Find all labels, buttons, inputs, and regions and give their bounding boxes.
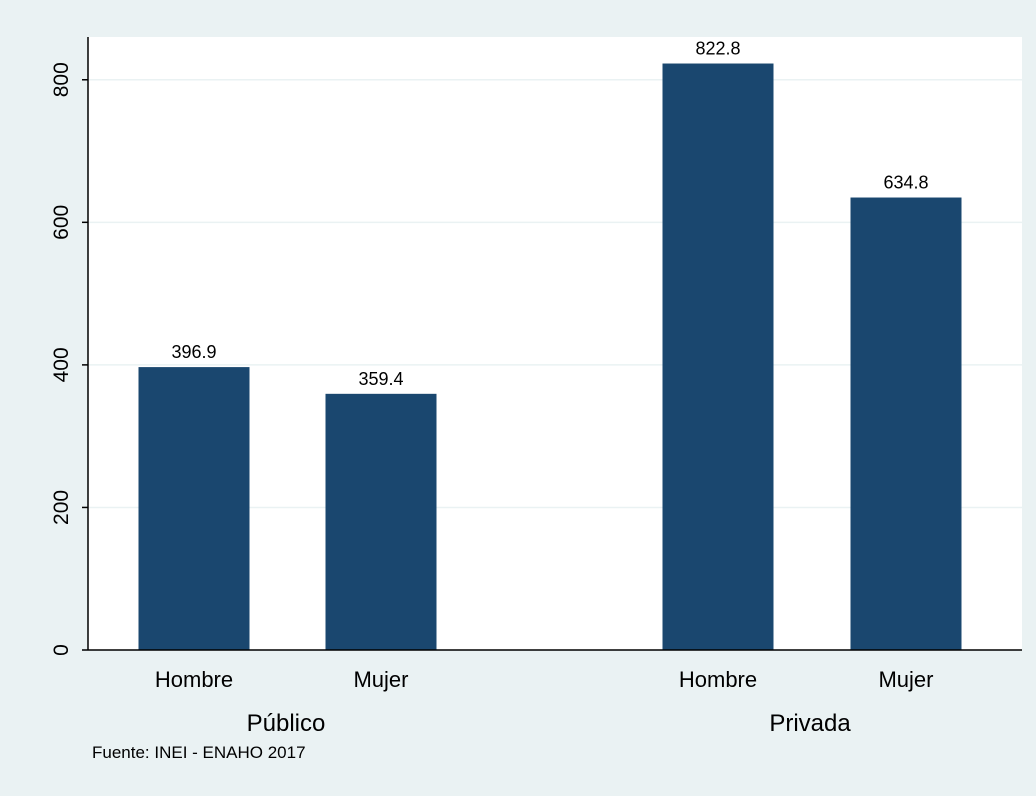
x-category-label: Hombre [155, 667, 233, 692]
y-tick-label: 200 [50, 490, 73, 525]
value-label: 634.8 [883, 173, 928, 193]
x-group-label: Privada [769, 710, 851, 737]
bar-privada-hombre [662, 63, 774, 651]
y-tick-label: 0 [50, 644, 73, 656]
value-label: 359.4 [358, 369, 403, 389]
bar-privada-mujer [850, 197, 962, 651]
bar-público-mujer [325, 393, 437, 650]
labels: 396.9 Hombre 359.4 Mujer Público 822.8 Hombre 6… [155, 39, 934, 737]
x-category-label: Hombre [679, 667, 757, 692]
x-category-label: Mujer [878, 667, 933, 692]
value-label: 396.9 [171, 342, 216, 362]
bar-público-hombre [138, 367, 250, 650]
y-tick-label: 800 [50, 62, 73, 97]
y-tick-label: 400 [50, 347, 73, 382]
x-group-label: Público [247, 710, 326, 737]
source-note: Fuente: INEI - ENAHO 2017 [92, 743, 306, 762]
y-tick-label: 600 [50, 205, 73, 240]
value-label: 822.8 [695, 39, 740, 59]
axes: 0 200 400 600 800 [50, 37, 1022, 656]
bars [138, 63, 962, 651]
x-category-label: Mujer [353, 667, 408, 692]
